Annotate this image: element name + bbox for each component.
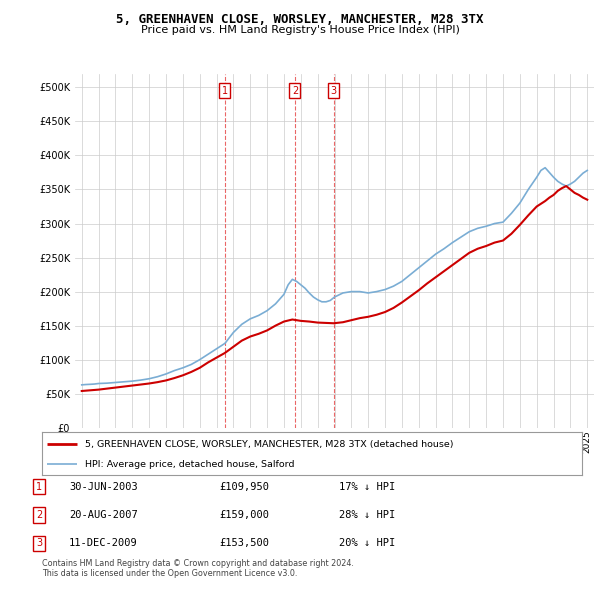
Text: £159,000: £159,000: [219, 510, 269, 520]
Text: 5, GREENHAVEN CLOSE, WORSLEY, MANCHESTER, M28 3TX (detached house): 5, GREENHAVEN CLOSE, WORSLEY, MANCHESTER…: [85, 440, 454, 449]
Text: 2: 2: [292, 86, 298, 96]
Text: 17% ↓ HPI: 17% ↓ HPI: [339, 482, 395, 491]
Text: £153,500: £153,500: [219, 539, 269, 548]
Text: Price paid vs. HM Land Registry's House Price Index (HPI): Price paid vs. HM Land Registry's House …: [140, 25, 460, 35]
Text: This data is licensed under the Open Government Licence v3.0.: This data is licensed under the Open Gov…: [42, 569, 298, 578]
Text: 20-AUG-2007: 20-AUG-2007: [69, 510, 138, 520]
Text: 3: 3: [331, 86, 337, 96]
Text: 20% ↓ HPI: 20% ↓ HPI: [339, 539, 395, 548]
Text: 30-JUN-2003: 30-JUN-2003: [69, 482, 138, 491]
Text: HPI: Average price, detached house, Salford: HPI: Average price, detached house, Salf…: [85, 460, 295, 469]
Text: 5, GREENHAVEN CLOSE, WORSLEY, MANCHESTER, M28 3TX: 5, GREENHAVEN CLOSE, WORSLEY, MANCHESTER…: [116, 13, 484, 26]
Text: 1: 1: [222, 86, 228, 96]
Text: 2: 2: [36, 510, 42, 520]
Text: 11-DEC-2009: 11-DEC-2009: [69, 539, 138, 548]
Text: 28% ↓ HPI: 28% ↓ HPI: [339, 510, 395, 520]
Text: 3: 3: [36, 539, 42, 548]
Text: £109,950: £109,950: [219, 482, 269, 491]
Text: 1: 1: [36, 482, 42, 491]
Text: Contains HM Land Registry data © Crown copyright and database right 2024.: Contains HM Land Registry data © Crown c…: [42, 559, 354, 568]
